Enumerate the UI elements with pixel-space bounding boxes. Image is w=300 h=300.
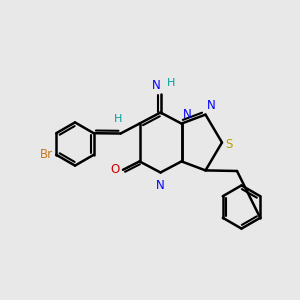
Text: S: S	[226, 137, 233, 151]
Text: H: H	[167, 79, 176, 88]
Text: H: H	[114, 115, 122, 124]
Text: Br: Br	[40, 148, 53, 161]
Text: N: N	[152, 80, 161, 92]
Text: N: N	[207, 99, 216, 112]
Text: N: N	[156, 179, 165, 192]
Text: N: N	[183, 108, 192, 121]
Text: O: O	[111, 163, 120, 176]
